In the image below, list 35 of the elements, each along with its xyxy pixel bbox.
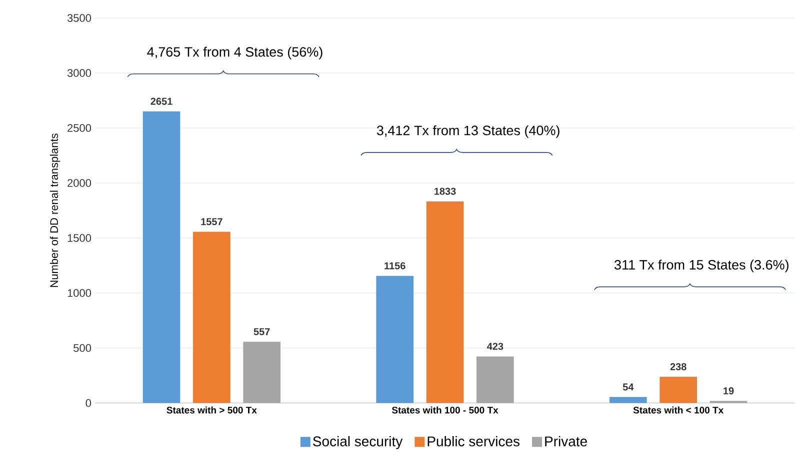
data-label: 54 — [622, 384, 634, 391]
bar — [193, 232, 230, 403]
bar — [426, 201, 464, 403]
annotation: 311 Tx from 15 States (3.6%) — [614, 260, 788, 272]
data-label: 1156 — [384, 262, 406, 270]
data-label: 19 — [724, 387, 734, 394]
x-tick-label: States with 100 - 500 Tx — [392, 406, 498, 414]
data-label: 423 — [486, 342, 504, 350]
legend-label: Private — [545, 436, 587, 446]
y-tick-label: 1000 — [68, 289, 92, 297]
data-label: 557 — [254, 328, 270, 336]
legend-label: Social security — [313, 436, 403, 450]
annotation: 3,412 Tx from 13 States (40%) — [376, 125, 560, 138]
legend-label: Public services — [428, 436, 520, 446]
y-tick-label: 3500 — [67, 14, 92, 22]
y-tick-label: 3000 — [67, 69, 92, 77]
data-label: 2651 — [150, 98, 172, 105]
bar — [660, 376, 697, 403]
bar — [376, 276, 414, 403]
x-tick-label: States with < 100 Tx — [633, 406, 724, 414]
y-tick-label: 1500 — [68, 234, 92, 242]
bar — [243, 342, 281, 403]
bar — [142, 111, 180, 403]
y-tick-label: 0 — [86, 399, 92, 407]
data-label: 238 — [670, 363, 686, 370]
y-tick-label: 2500 — [68, 124, 92, 132]
data-label: 1833 — [434, 188, 456, 195]
bar — [476, 356, 514, 403]
data-label: 1557 — [201, 218, 222, 226]
y-tick-label: 2000 — [68, 179, 92, 187]
x-tick-label: States with > 500 Tx — [166, 406, 257, 414]
bar — [610, 397, 647, 403]
annotation: 4,765 Tx from 4 States (56%) — [147, 46, 322, 60]
y-axis-title: Number of DD renal transplants — [50, 134, 60, 287]
y-tick-label: 500 — [74, 344, 92, 352]
